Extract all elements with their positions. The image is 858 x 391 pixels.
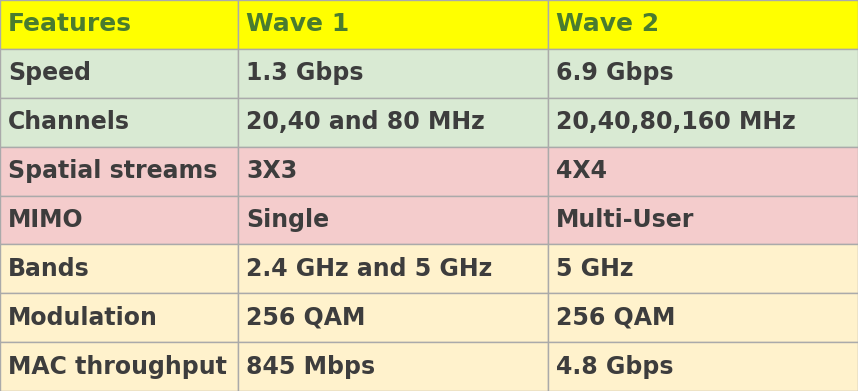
Bar xyxy=(238,49,548,98)
Text: 20,40,80,160 MHz: 20,40,80,160 MHz xyxy=(556,110,795,134)
Text: Modulation: Modulation xyxy=(8,306,158,330)
Bar xyxy=(0,49,238,98)
Bar xyxy=(0,342,238,391)
Bar xyxy=(238,0,548,49)
Bar xyxy=(238,196,548,244)
Text: 5 GHz: 5 GHz xyxy=(556,257,633,281)
Text: 256 QAM: 256 QAM xyxy=(246,306,366,330)
Bar xyxy=(0,98,238,147)
Text: 6.9 Gbps: 6.9 Gbps xyxy=(556,61,674,85)
Bar xyxy=(0,0,238,49)
Bar xyxy=(548,49,858,98)
Text: Multi-User: Multi-User xyxy=(556,208,694,232)
Bar xyxy=(548,342,858,391)
Text: Channels: Channels xyxy=(8,110,130,134)
Bar xyxy=(548,293,858,342)
Text: Single: Single xyxy=(246,208,329,232)
Text: Spatial streams: Spatial streams xyxy=(8,159,217,183)
Text: 1.3 Gbps: 1.3 Gbps xyxy=(246,61,364,85)
Text: MIMO: MIMO xyxy=(8,208,83,232)
Text: Features: Features xyxy=(8,13,132,36)
Bar xyxy=(0,244,238,293)
Bar xyxy=(0,196,238,244)
Bar xyxy=(0,147,238,196)
Bar xyxy=(548,196,858,244)
Text: 4X4: 4X4 xyxy=(556,159,607,183)
Bar xyxy=(548,244,858,293)
Bar xyxy=(548,0,858,49)
Bar xyxy=(238,147,548,196)
Text: Wave 2: Wave 2 xyxy=(556,13,659,36)
Bar xyxy=(548,98,858,147)
Text: 845 Mbps: 845 Mbps xyxy=(246,355,375,378)
Bar xyxy=(238,98,548,147)
Bar xyxy=(238,244,548,293)
Text: 3X3: 3X3 xyxy=(246,159,297,183)
Text: 256 QAM: 256 QAM xyxy=(556,306,675,330)
Text: Speed: Speed xyxy=(8,61,91,85)
Text: 2.4 GHz and 5 GHz: 2.4 GHz and 5 GHz xyxy=(246,257,492,281)
Text: 4.8 Gbps: 4.8 Gbps xyxy=(556,355,674,378)
Bar xyxy=(238,293,548,342)
Text: 20,40 and 80 MHz: 20,40 and 80 MHz xyxy=(246,110,485,134)
Bar xyxy=(238,342,548,391)
Bar xyxy=(548,147,858,196)
Text: Bands: Bands xyxy=(8,257,90,281)
Text: MAC throughput: MAC throughput xyxy=(8,355,227,378)
Bar xyxy=(0,293,238,342)
Text: Wave 1: Wave 1 xyxy=(246,13,349,36)
